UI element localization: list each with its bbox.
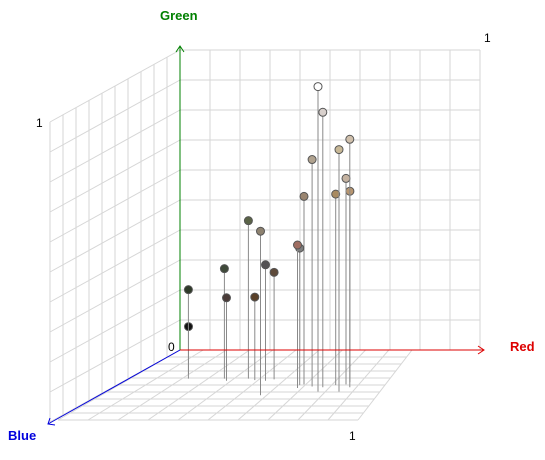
top-corner-tick-label: 1 (484, 31, 491, 45)
data-point (341, 173, 351, 183)
data-point (243, 216, 253, 226)
data-point (269, 267, 279, 277)
green-max-tick-label: 1 (36, 116, 43, 130)
floor-grid (57, 349, 413, 421)
floor-grid-line (267, 349, 343, 421)
floor-grid-line (327, 349, 390, 421)
data-point (183, 285, 193, 295)
data-point (250, 292, 260, 302)
side-grid-line (49, 199, 181, 273)
floor-grid-line (357, 349, 413, 421)
blue-axis-line (47, 349, 181, 425)
data-point (219, 264, 229, 274)
blue-axis-arrowhead (47, 417, 56, 426)
floor-grid-line (237, 349, 320, 421)
red-max-tick-label: 1 (349, 429, 356, 443)
blue-axis-title: Blue (8, 428, 36, 443)
data-point (256, 226, 265, 236)
data-point (261, 260, 270, 270)
data-point (307, 155, 317, 165)
side-grid-line (49, 49, 181, 123)
green-axis-title: Green (160, 8, 198, 23)
back-wall-grid (179, 49, 481, 351)
data-point (299, 191, 309, 201)
red-axis-title: Red (510, 339, 535, 354)
side-grid-line (49, 139, 181, 213)
data-points (183, 82, 355, 396)
side-grid-line (49, 79, 181, 153)
origin-tick-label: 0 (168, 340, 175, 354)
side-grid-line (49, 169, 181, 243)
data-point (334, 145, 344, 155)
data-point (313, 82, 323, 92)
floor-grid-line (297, 349, 366, 421)
data-point (222, 293, 231, 303)
side-wall-grid (49, 49, 181, 423)
data-point (331, 189, 341, 199)
side-grid-line (49, 109, 181, 183)
red-axis-arrowhead (477, 345, 485, 355)
data-point (318, 107, 328, 117)
data-point (345, 134, 355, 144)
data-point (293, 240, 302, 250)
green-axis-arrowhead (175, 45, 185, 53)
